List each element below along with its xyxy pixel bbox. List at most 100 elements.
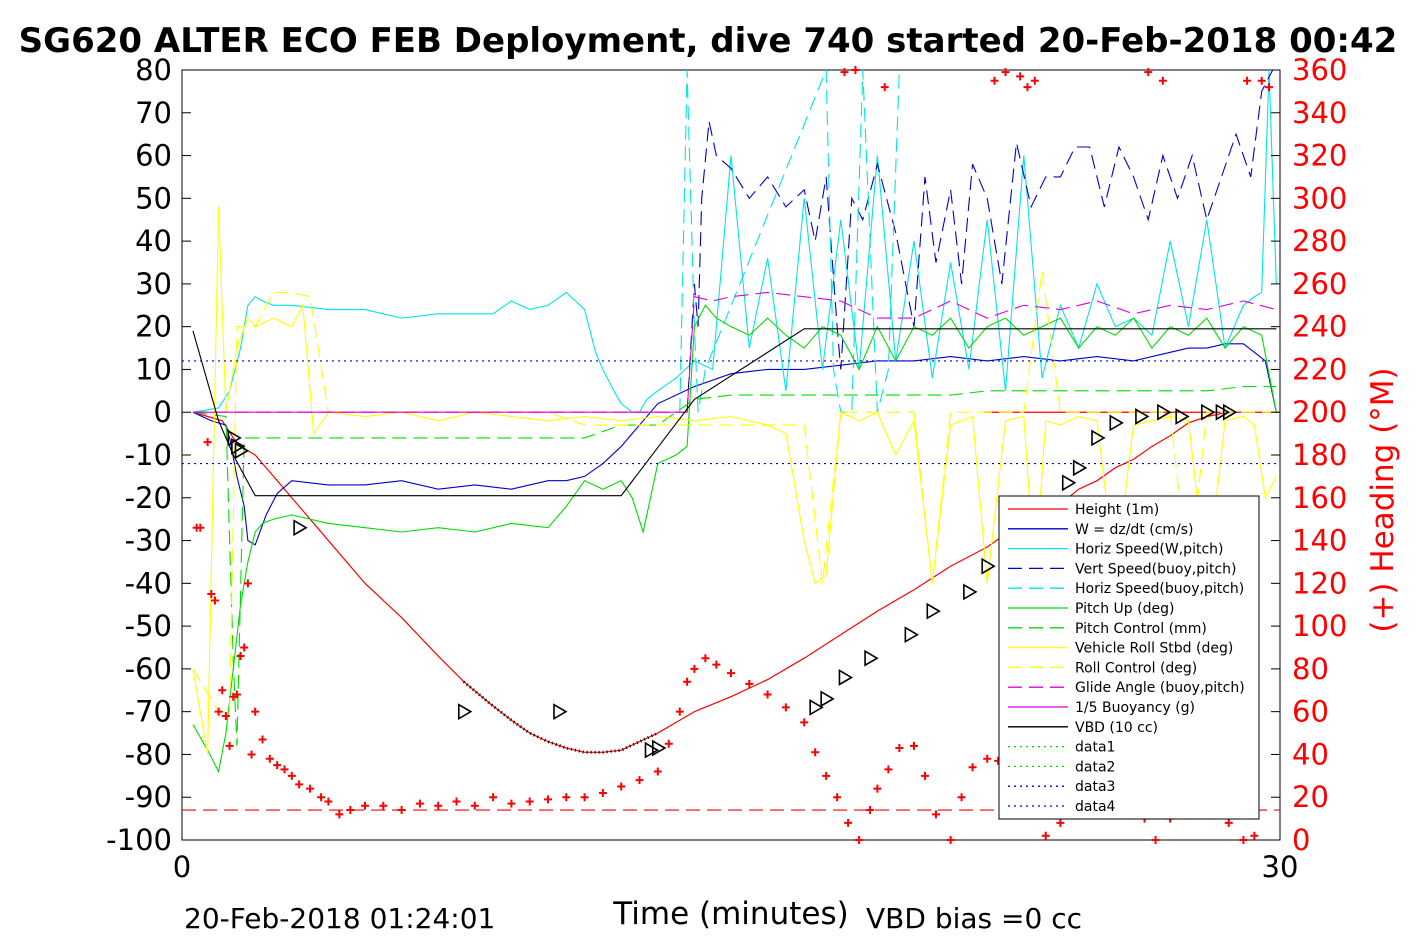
heading-point xyxy=(1250,831,1259,840)
x-axis-ticks: 0 30 xyxy=(173,831,1299,884)
series-vbd-10-cc xyxy=(192,328,1277,497)
heading-point xyxy=(397,806,406,815)
legend-label-data1: data1 xyxy=(1075,740,1115,756)
series-layer xyxy=(182,69,1280,811)
legend-label-roll-control-deg: Roll Control (deg) xyxy=(1075,660,1197,676)
right-tick-label: 220 xyxy=(1292,352,1347,386)
heading-point xyxy=(690,664,699,673)
right-tick-label: 80 xyxy=(1292,652,1329,686)
heading-point xyxy=(675,707,684,716)
heading-point xyxy=(635,776,644,785)
heading-point xyxy=(379,801,388,810)
legend-label-vert-speed-buoy-pitch: Vert Speed(buoy,pitch) xyxy=(1075,561,1237,577)
legend-label-pitch-control-mm: Pitch Control (mm) xyxy=(1075,621,1207,637)
plot-area xyxy=(181,66,1281,844)
legend-label-horiz-speed-w-pitch: Horiz Speed(W,pitch) xyxy=(1075,542,1223,558)
heading-point xyxy=(317,793,326,802)
heading-point xyxy=(763,690,772,699)
series-height-1m xyxy=(192,411,1280,753)
heading-point xyxy=(664,739,673,748)
heading-point xyxy=(701,654,710,663)
heading-point xyxy=(236,652,245,661)
legend-label-data2: data2 xyxy=(1075,759,1115,775)
heading-point xyxy=(203,438,212,447)
legend-label-height-1m: Height (1m) xyxy=(1075,502,1159,518)
heading-point xyxy=(833,793,842,802)
series-pitch-control-mm xyxy=(192,386,1277,746)
left-tick-label: 70 xyxy=(135,96,172,130)
right-tick-label: 280 xyxy=(1292,224,1347,258)
heading-point xyxy=(1265,83,1274,92)
heading-point xyxy=(946,836,955,844)
heading-point xyxy=(251,707,260,716)
heading-point xyxy=(1023,83,1032,92)
legend-label-data4: data4 xyxy=(1075,799,1116,815)
left-tick-label: 10 xyxy=(135,352,172,386)
legend-label-1-5-buoyancy-g: 1/5 Buoyancy (g) xyxy=(1075,700,1195,716)
turn-marker xyxy=(293,519,308,537)
legend: Height (1m) W = dz/dt (cm/s) Horiz Speed(W… xyxy=(998,495,1260,820)
right-tick-label: 180 xyxy=(1292,438,1347,472)
x-tick-label: 0 xyxy=(173,850,191,884)
left-tick-label: -20 xyxy=(125,481,172,515)
turn-marker xyxy=(904,626,919,644)
heading-point xyxy=(221,711,230,720)
footer-timestamp: 20-Feb-2018 01:24:01 xyxy=(184,902,495,935)
footer-vbd-bias: VBD bias =0 cc xyxy=(866,902,1082,935)
turn-marker xyxy=(1201,403,1216,421)
left-tick-label: 80 xyxy=(135,53,172,87)
heading-point xyxy=(214,707,223,716)
heading-point xyxy=(525,797,534,806)
heading-point xyxy=(1257,76,1266,85)
heading-point xyxy=(884,765,893,774)
heading-point xyxy=(580,793,589,802)
heading-point xyxy=(745,679,754,688)
left-tick-label: 20 xyxy=(135,310,172,344)
heading-point xyxy=(957,793,966,802)
turn-marker xyxy=(1215,403,1231,421)
heading-point xyxy=(210,596,219,605)
heading-point xyxy=(920,771,929,780)
heading-point xyxy=(968,763,977,772)
x-tick-label: 30 xyxy=(1262,850,1299,884)
heading-point xyxy=(218,686,227,695)
legend-label-vehicle-roll-stbd-deg: Vehicle Roll Stbd (deg) xyxy=(1075,641,1233,657)
heading-point xyxy=(335,810,344,819)
series-horiz-speed-w-pitch xyxy=(192,69,1277,413)
turn-marker xyxy=(1175,408,1190,425)
heading-point xyxy=(273,761,282,770)
legend-label-data3: data3 xyxy=(1075,779,1115,795)
left-tick-label: -50 xyxy=(125,609,172,643)
left-tick-label: -80 xyxy=(125,737,172,771)
turn-marker xyxy=(458,703,473,721)
right-tick-label: 300 xyxy=(1292,181,1347,215)
legend-label-w-dz-dt-cm-s: W = dz/dt (cm/s) xyxy=(1075,522,1194,538)
heading-point xyxy=(712,660,721,669)
heading-point xyxy=(1056,818,1065,827)
legend-label-vbd-10-cc: VBD (10 cc) xyxy=(1075,720,1158,736)
legend-label-horiz-speed-buoy-pitch: Horiz Speed(buoy,pitch) xyxy=(1075,581,1244,597)
heading-point xyxy=(598,788,607,797)
heading-point xyxy=(1041,831,1050,840)
heading-point xyxy=(1224,818,1233,827)
right-tick-label: 320 xyxy=(1292,139,1347,173)
turn-marker xyxy=(1109,414,1124,432)
heading-point xyxy=(855,836,864,844)
heading-point xyxy=(452,797,461,806)
legend-box xyxy=(998,495,1260,820)
right-axis-ticks: 3603403203002802602402202001801601401201… xyxy=(1271,53,1347,857)
heading-point xyxy=(225,741,234,750)
heading-point xyxy=(851,66,860,74)
turn-marker xyxy=(1061,474,1077,492)
left-tick-label: -90 xyxy=(125,780,172,814)
turn-marker xyxy=(981,557,996,575)
turn-marker xyxy=(231,438,246,455)
heading-point xyxy=(683,677,692,686)
heading-point xyxy=(287,771,296,780)
turn-marker xyxy=(926,602,941,620)
right-tick-label: 40 xyxy=(1292,737,1329,771)
turn-marker xyxy=(652,739,667,757)
heading-point xyxy=(470,801,479,810)
left-tick-label: 60 xyxy=(135,139,172,173)
